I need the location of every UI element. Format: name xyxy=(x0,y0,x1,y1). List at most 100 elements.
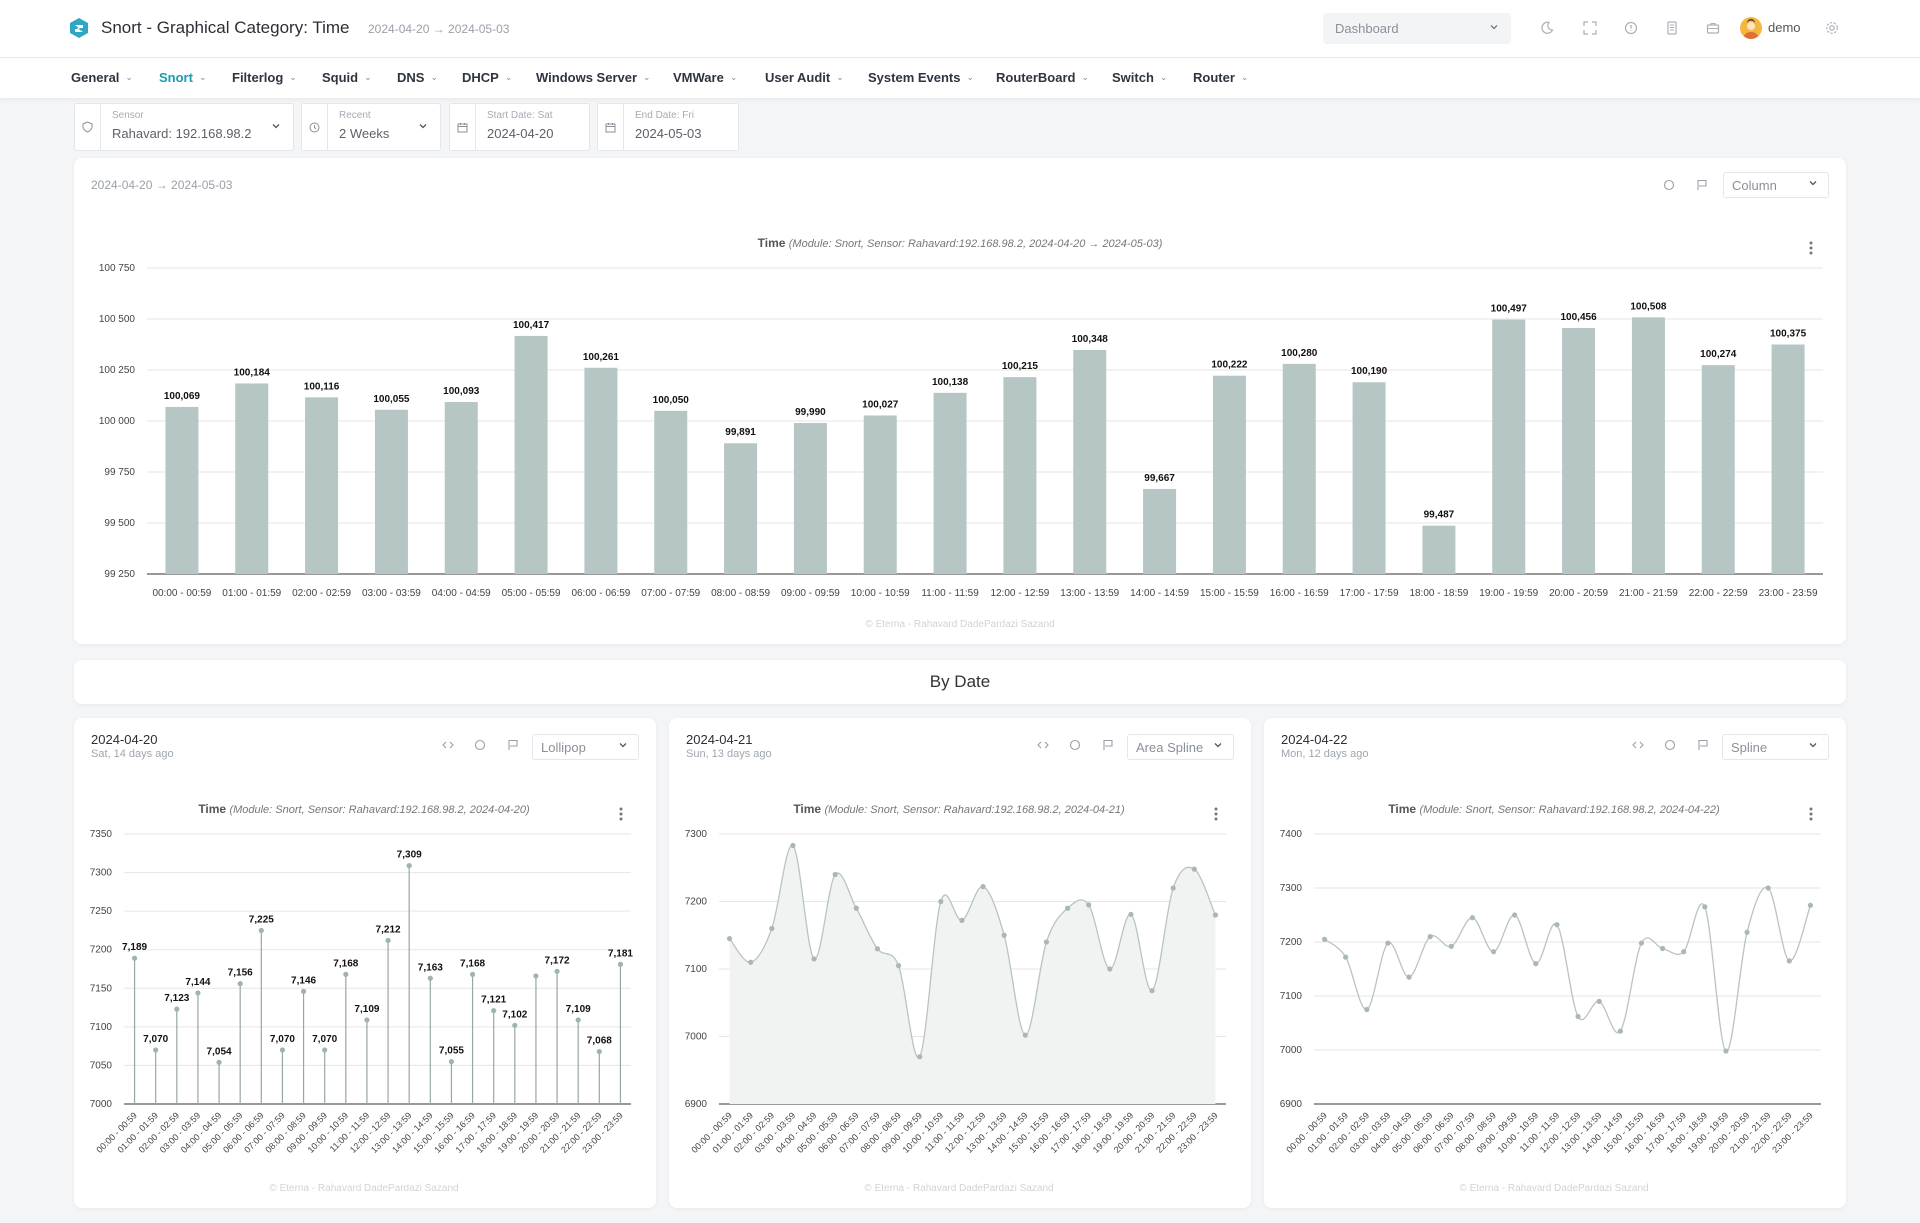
recent-select[interactable]: Recent 2 Weeks xyxy=(301,103,441,151)
data-point xyxy=(959,917,965,923)
data-label: 7,070 xyxy=(143,1034,168,1045)
info-icon[interactable] xyxy=(1621,18,1641,38)
y-tick-label: 100 500 xyxy=(99,314,136,325)
chart-type-value: Lollipop xyxy=(541,740,586,755)
chart-menu-icon xyxy=(1809,246,1813,250)
x-tick-label: 15:00 - 15:59 xyxy=(1200,588,1259,599)
x-tick-label: 17:00 - 17:59 xyxy=(1340,588,1399,599)
nav-label: DHCP xyxy=(462,70,499,85)
data-point xyxy=(1575,1013,1581,1020)
nav-switch[interactable]: Switch ⌄ xyxy=(1112,70,1167,85)
data-point xyxy=(174,1006,180,1012)
flag-icon[interactable] xyxy=(1695,737,1711,753)
code-icon[interactable] xyxy=(440,737,456,753)
chart-type-select[interactable]: Lollipop xyxy=(532,734,639,760)
start-date-value: 2024-04-20 xyxy=(487,126,554,141)
nav-label: VMWare xyxy=(673,70,724,85)
circle-icon[interactable] xyxy=(1662,737,1678,753)
data-point xyxy=(258,927,264,934)
chevron-down-icon: ⌄ xyxy=(364,72,372,82)
bar xyxy=(1631,317,1665,574)
sensor-value: Rahavard: 192.168.98.2 xyxy=(112,126,252,141)
nav-label: Filterlog xyxy=(232,70,284,85)
chart-menu-icon xyxy=(619,807,623,811)
avatar[interactable] xyxy=(1740,17,1762,39)
nav-router[interactable]: Router ⌄ xyxy=(1193,70,1248,85)
data-label: 100,280 xyxy=(1281,348,1318,359)
nav-system-events[interactable]: System Events ⌄ xyxy=(868,70,974,85)
nav-snort[interactable]: Snort ⌄ xyxy=(159,70,207,85)
flag-icon[interactable] xyxy=(1100,737,1116,753)
bar xyxy=(444,402,478,574)
chart-type-select[interactable]: Area Spline xyxy=(1127,734,1234,760)
main-chart-card: 2024-04-20 → 2024-05-03 Column Time (Mod… xyxy=(74,158,1846,644)
start-date-label: Start Date: Sat xyxy=(487,110,553,121)
settings-icon[interactable] xyxy=(1822,18,1842,38)
y-tick-label: 99 750 xyxy=(104,467,135,478)
dashboard-select-value: Dashboard xyxy=(1335,21,1399,36)
data-label: 100,093 xyxy=(443,386,480,397)
data-label: 7,109 xyxy=(354,1004,379,1015)
nav-user-audit[interactable]: User Audit ⌄ xyxy=(765,70,844,85)
sensor-select[interactable]: Sensor Rahavard: 192.168.98.2 xyxy=(74,103,294,151)
nav-routerboard[interactable]: RouterBoard ⌄ xyxy=(996,70,1089,85)
nav-filterlog[interactable]: Filterlog ⌄ xyxy=(232,70,297,85)
data-point xyxy=(216,1059,222,1065)
y-tick-label: 7050 xyxy=(90,1060,113,1071)
end-date-field[interactable]: End Date: Fri 2024-05-03 xyxy=(597,103,739,151)
flag-icon[interactable] xyxy=(1694,177,1710,193)
device-icon[interactable] xyxy=(1662,18,1682,38)
chart-subtitle: (Module: Snort, Sensor: Rahavard:192.168… xyxy=(229,804,530,816)
data-label: 7,172 xyxy=(545,955,570,966)
data-point xyxy=(1107,966,1113,972)
data-label: 7,144 xyxy=(185,977,210,988)
circle-icon[interactable] xyxy=(1067,737,1083,753)
data-point xyxy=(1490,949,1497,955)
nav-windows-server[interactable]: Windows Server ⌄ xyxy=(536,70,651,85)
y-tick-label: 100 000 xyxy=(99,416,136,427)
page-date-range: 2024-04-20 → 2024-05-03 xyxy=(368,22,510,36)
briefcase-icon[interactable] xyxy=(1703,18,1723,38)
app-logo[interactable] xyxy=(68,17,90,39)
data-point xyxy=(300,988,307,994)
nav-vmware[interactable]: VMWare ⌄ xyxy=(673,70,737,85)
code-icon[interactable] xyxy=(1630,737,1646,753)
data-point xyxy=(938,898,944,905)
chevron-down-icon xyxy=(1490,25,1498,30)
chevron-down-icon xyxy=(1809,743,1817,748)
nav-label: RouterBoard xyxy=(996,70,1076,85)
data-point xyxy=(1191,866,1197,872)
nav-general[interactable]: General ⌄ xyxy=(71,70,133,85)
chart-type-value: Column xyxy=(1732,178,1777,193)
data-label: 7,163 xyxy=(418,962,443,973)
chart-credit: © Eterna - Rahavard DadePardazi Sazand xyxy=(269,1183,458,1194)
y-tick-label: 7150 xyxy=(90,983,113,994)
nav-squid[interactable]: Squid ⌄ xyxy=(322,70,372,85)
date-card-subtitle: Sat, 14 days ago xyxy=(91,748,174,760)
main-nav: General ⌄ Snort ⌄ Filterlog ⌄ Squid ⌄ DNS ⌄ D… xyxy=(0,58,1920,98)
by-date-section: By Date xyxy=(74,660,1846,704)
dark-mode-icon[interactable] xyxy=(1537,18,1557,38)
chart-type-select[interactable]: Spline xyxy=(1722,734,1829,760)
data-point xyxy=(1744,929,1750,935)
nav-dhcp[interactable]: DHCP ⌄ xyxy=(462,70,512,85)
circle-icon[interactable] xyxy=(472,737,488,753)
chart-menu-icon xyxy=(1809,807,1813,811)
data-label: 100,184 xyxy=(234,367,271,378)
data-point xyxy=(1212,912,1219,918)
bar xyxy=(724,443,758,574)
flag-icon[interactable] xyxy=(505,737,521,753)
x-tick-label: 11:00 - 11:59 xyxy=(921,588,979,599)
code-icon[interactable] xyxy=(1035,737,1051,753)
main-time-chart: Time (Module: Snort, Sensor: Rahavard:19… xyxy=(99,236,1823,630)
chart-type-select[interactable]: Column xyxy=(1723,172,1829,198)
start-date-field[interactable]: Start Date: Sat 2024-04-20 xyxy=(449,103,590,151)
data-point xyxy=(596,1048,602,1055)
user-name[interactable]: demo xyxy=(1768,20,1801,35)
circle-icon[interactable] xyxy=(1661,177,1677,193)
nav-dns[interactable]: DNS ⌄ xyxy=(397,70,438,85)
data-label: 100,050 xyxy=(653,395,690,406)
dashboard-select[interactable]: Dashboard xyxy=(1323,13,1511,44)
x-tick-label: 10:00 - 10:59 xyxy=(851,588,910,599)
fullscreen-icon[interactable] xyxy=(1580,18,1600,38)
